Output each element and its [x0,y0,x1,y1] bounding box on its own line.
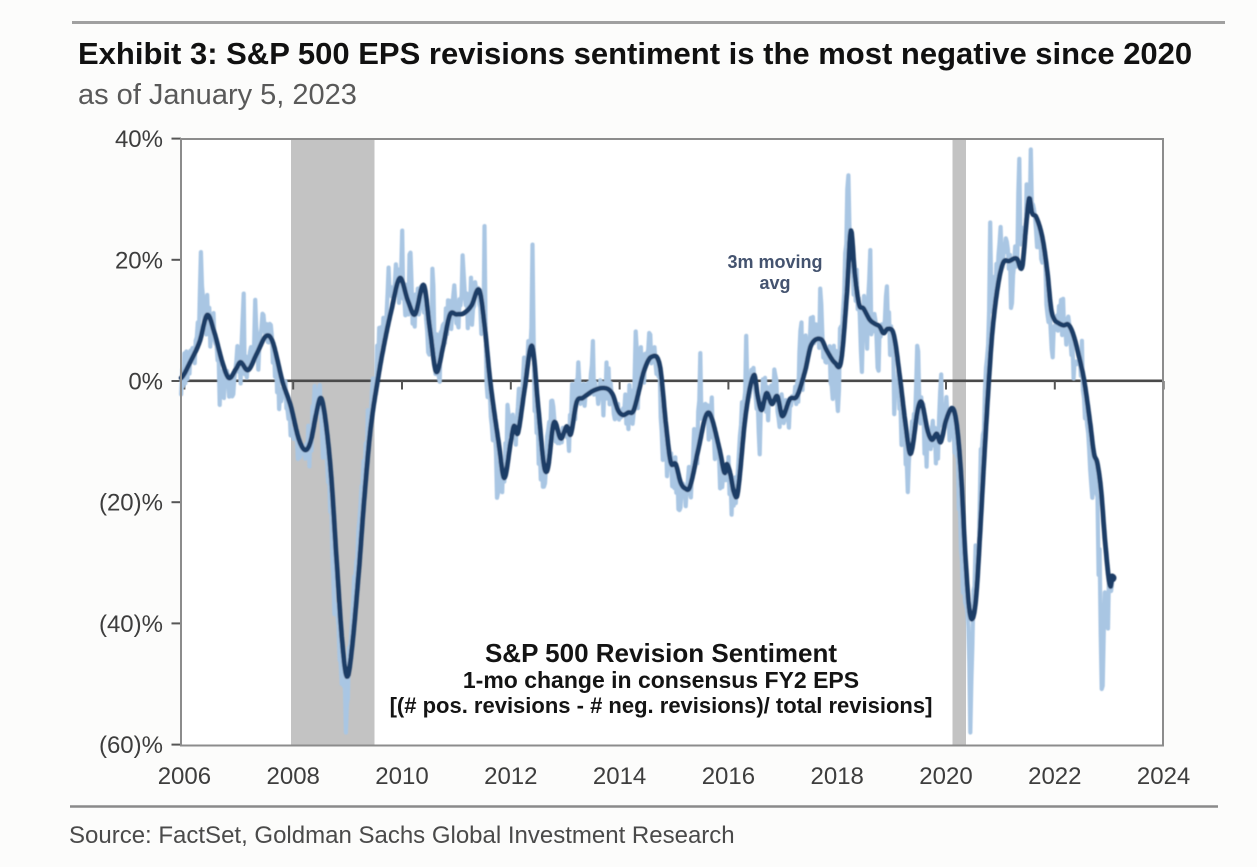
svg-text:40%: 40% [115,126,163,153]
svg-text:0%: 0% [128,369,163,396]
svg-text:[(# pos. revisions - # neg. re: [(# pos. revisions - # neg. revisions)/ … [390,693,933,718]
svg-text:Exhibit 3: S&P 500 EPS revisio: Exhibit 3: S&P 500 EPS revisions sentime… [78,36,1192,71]
svg-text:1-mo change in consensus FY2 E: 1-mo change in consensus FY2 EPS [463,667,859,693]
svg-text:3m moving: 3m moving [727,252,822,272]
svg-text:2020: 2020 [919,763,972,790]
svg-text:avg: avg [759,273,790,293]
svg-text:(40)%: (40)% [99,611,163,638]
svg-text:2018: 2018 [811,763,864,790]
svg-text:2008: 2008 [267,763,320,790]
svg-text:2010: 2010 [375,763,428,790]
svg-text:S&P 500 Revision Sentiment: S&P 500 Revision Sentiment [485,638,837,668]
svg-text:20%: 20% [115,247,163,274]
svg-text:Source: FactSet, Goldman Sachs: Source: FactSet, Goldman Sachs Global In… [69,822,735,849]
svg-text:2014: 2014 [593,763,646,790]
svg-text:(20)%: (20)% [99,490,163,517]
svg-text:2006: 2006 [158,763,211,790]
svg-text:2016: 2016 [702,763,755,790]
svg-text:2024: 2024 [1137,763,1190,790]
svg-text:as of January 5, 2023: as of January 5, 2023 [78,79,357,111]
svg-text:(60)%: (60)% [99,732,163,759]
svg-text:2012: 2012 [484,763,537,790]
svg-text:2022: 2022 [1028,763,1081,790]
